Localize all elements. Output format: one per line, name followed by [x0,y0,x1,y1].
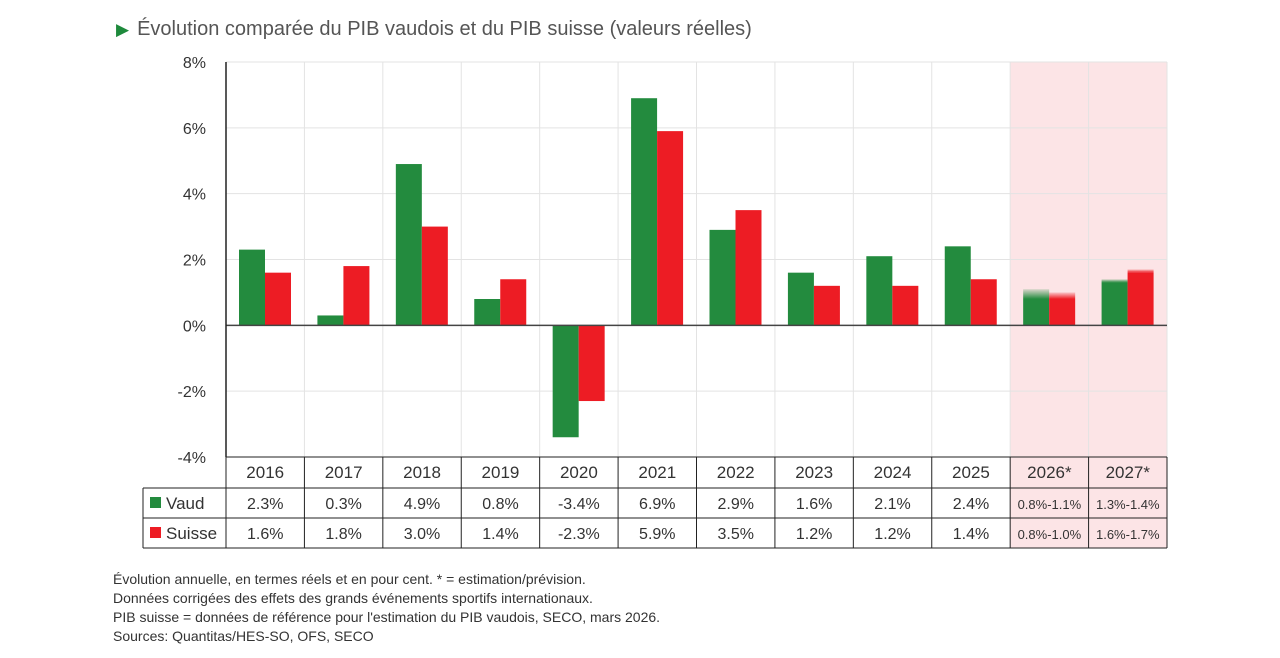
note: Sources: Quantitas/HES-SO, OFS, SECO [113,628,374,644]
bar-suisse [813,285,840,326]
y-tick-label: 6% [183,121,206,138]
bar-vaud [1023,299,1050,326]
x-category-label: 2025 [952,463,990,482]
data-label: 1.4% [953,526,989,543]
data-label: -2.3% [558,526,600,543]
bar-vaud [239,249,265,326]
data-label: 1.6%-1.7% [1096,527,1160,542]
bar-vaud [552,325,579,438]
x-category-label: 2022 [717,463,755,482]
y-tick-label: -4% [178,450,206,467]
bar-suisse [970,279,997,326]
title-text: Évolution comparée du PIB vaudois et du … [137,18,752,40]
data-label: 0.8% [482,496,518,513]
x-category-label: 2020 [560,463,598,482]
bar-vaud [317,315,344,326]
data-label: 1.4% [482,526,518,543]
bar-vaud [474,299,501,326]
bar-suisse [892,285,919,326]
legend-swatch-vaud [150,497,161,508]
data-label: 4.9% [404,496,440,513]
data-label: 3.0% [404,526,440,543]
bar-vaud [631,98,658,326]
data-label: 2.9% [717,496,753,513]
data-label: 1.2% [874,526,910,543]
legend-label: Suisse [166,524,217,543]
footnotes: Évolution annuelle, en termes réels et e… [113,570,660,646]
note: PIB suisse = données de référence pour l… [113,609,661,625]
bar-suisse [421,226,448,326]
bar-suisse [1049,299,1076,326]
data-label: 0.8%-1.0% [1018,527,1082,542]
bar-suisse [735,210,762,326]
data-label: 1.3%-1.4% [1096,497,1160,512]
x-category-label: 2016 [246,463,284,482]
data-label: 3.5% [717,526,753,543]
x-category-label: 2023 [795,463,833,482]
legend-label: Vaud [166,494,204,513]
bar-vaud [395,164,422,326]
bar-suisse [500,279,527,326]
triangle-icon: ▶ [116,20,130,39]
x-category-label: 2018 [403,463,441,482]
x-category-label: 2017 [325,463,363,482]
bar-vaud [1101,282,1128,326]
bar-suisse [657,131,684,326]
x-category-label: 2024 [874,463,912,482]
bar-range-vaud [1101,279,1128,283]
bar-range-vaud [1023,289,1050,299]
bar-suisse [1127,272,1154,326]
bar-vaud [709,229,736,326]
data-label: 1.6% [796,496,832,513]
x-category-label: 2021 [638,463,676,482]
bar-vaud [944,246,971,326]
y-tick-label: 2% [183,253,206,270]
x-category-label: 2027* [1106,463,1151,482]
data-label: 5.9% [639,526,675,543]
x-category-label: 2026* [1027,463,1072,482]
note: Données corrigées des effets des grands … [113,590,593,606]
data-label: 0.3% [325,496,361,513]
data-label: -3.4% [558,496,600,513]
bar-range-suisse [1127,269,1154,273]
data-label: 1.6% [247,526,283,543]
y-tick-label: 0% [183,318,206,335]
data-label: 2.3% [247,496,283,513]
bar-range-suisse [1049,292,1076,299]
y-tick-label: -2% [178,384,206,401]
legend-swatch-suisse [150,527,161,538]
note: Évolution annuelle, en termes réels et e… [113,571,586,587]
data-label: 1.2% [796,526,832,543]
x-category-label: 2019 [482,463,520,482]
bar-suisse [265,272,291,326]
data-label: 2.1% [874,496,910,513]
y-tick-label: 8% [183,55,206,72]
chart-title: ▶ Évolution comparée du PIB vaudois et du… [116,18,752,41]
data-label: 0.8%-1.1% [1018,497,1082,512]
bar-vaud [866,256,893,326]
bar-suisse [343,266,370,326]
data-label: 6.9% [639,496,675,513]
data-label: 2.4% [953,496,989,513]
y-tick-label: 4% [183,187,206,204]
bar-vaud [787,272,814,326]
data-label: 1.8% [325,526,361,543]
bar-suisse [578,325,605,402]
